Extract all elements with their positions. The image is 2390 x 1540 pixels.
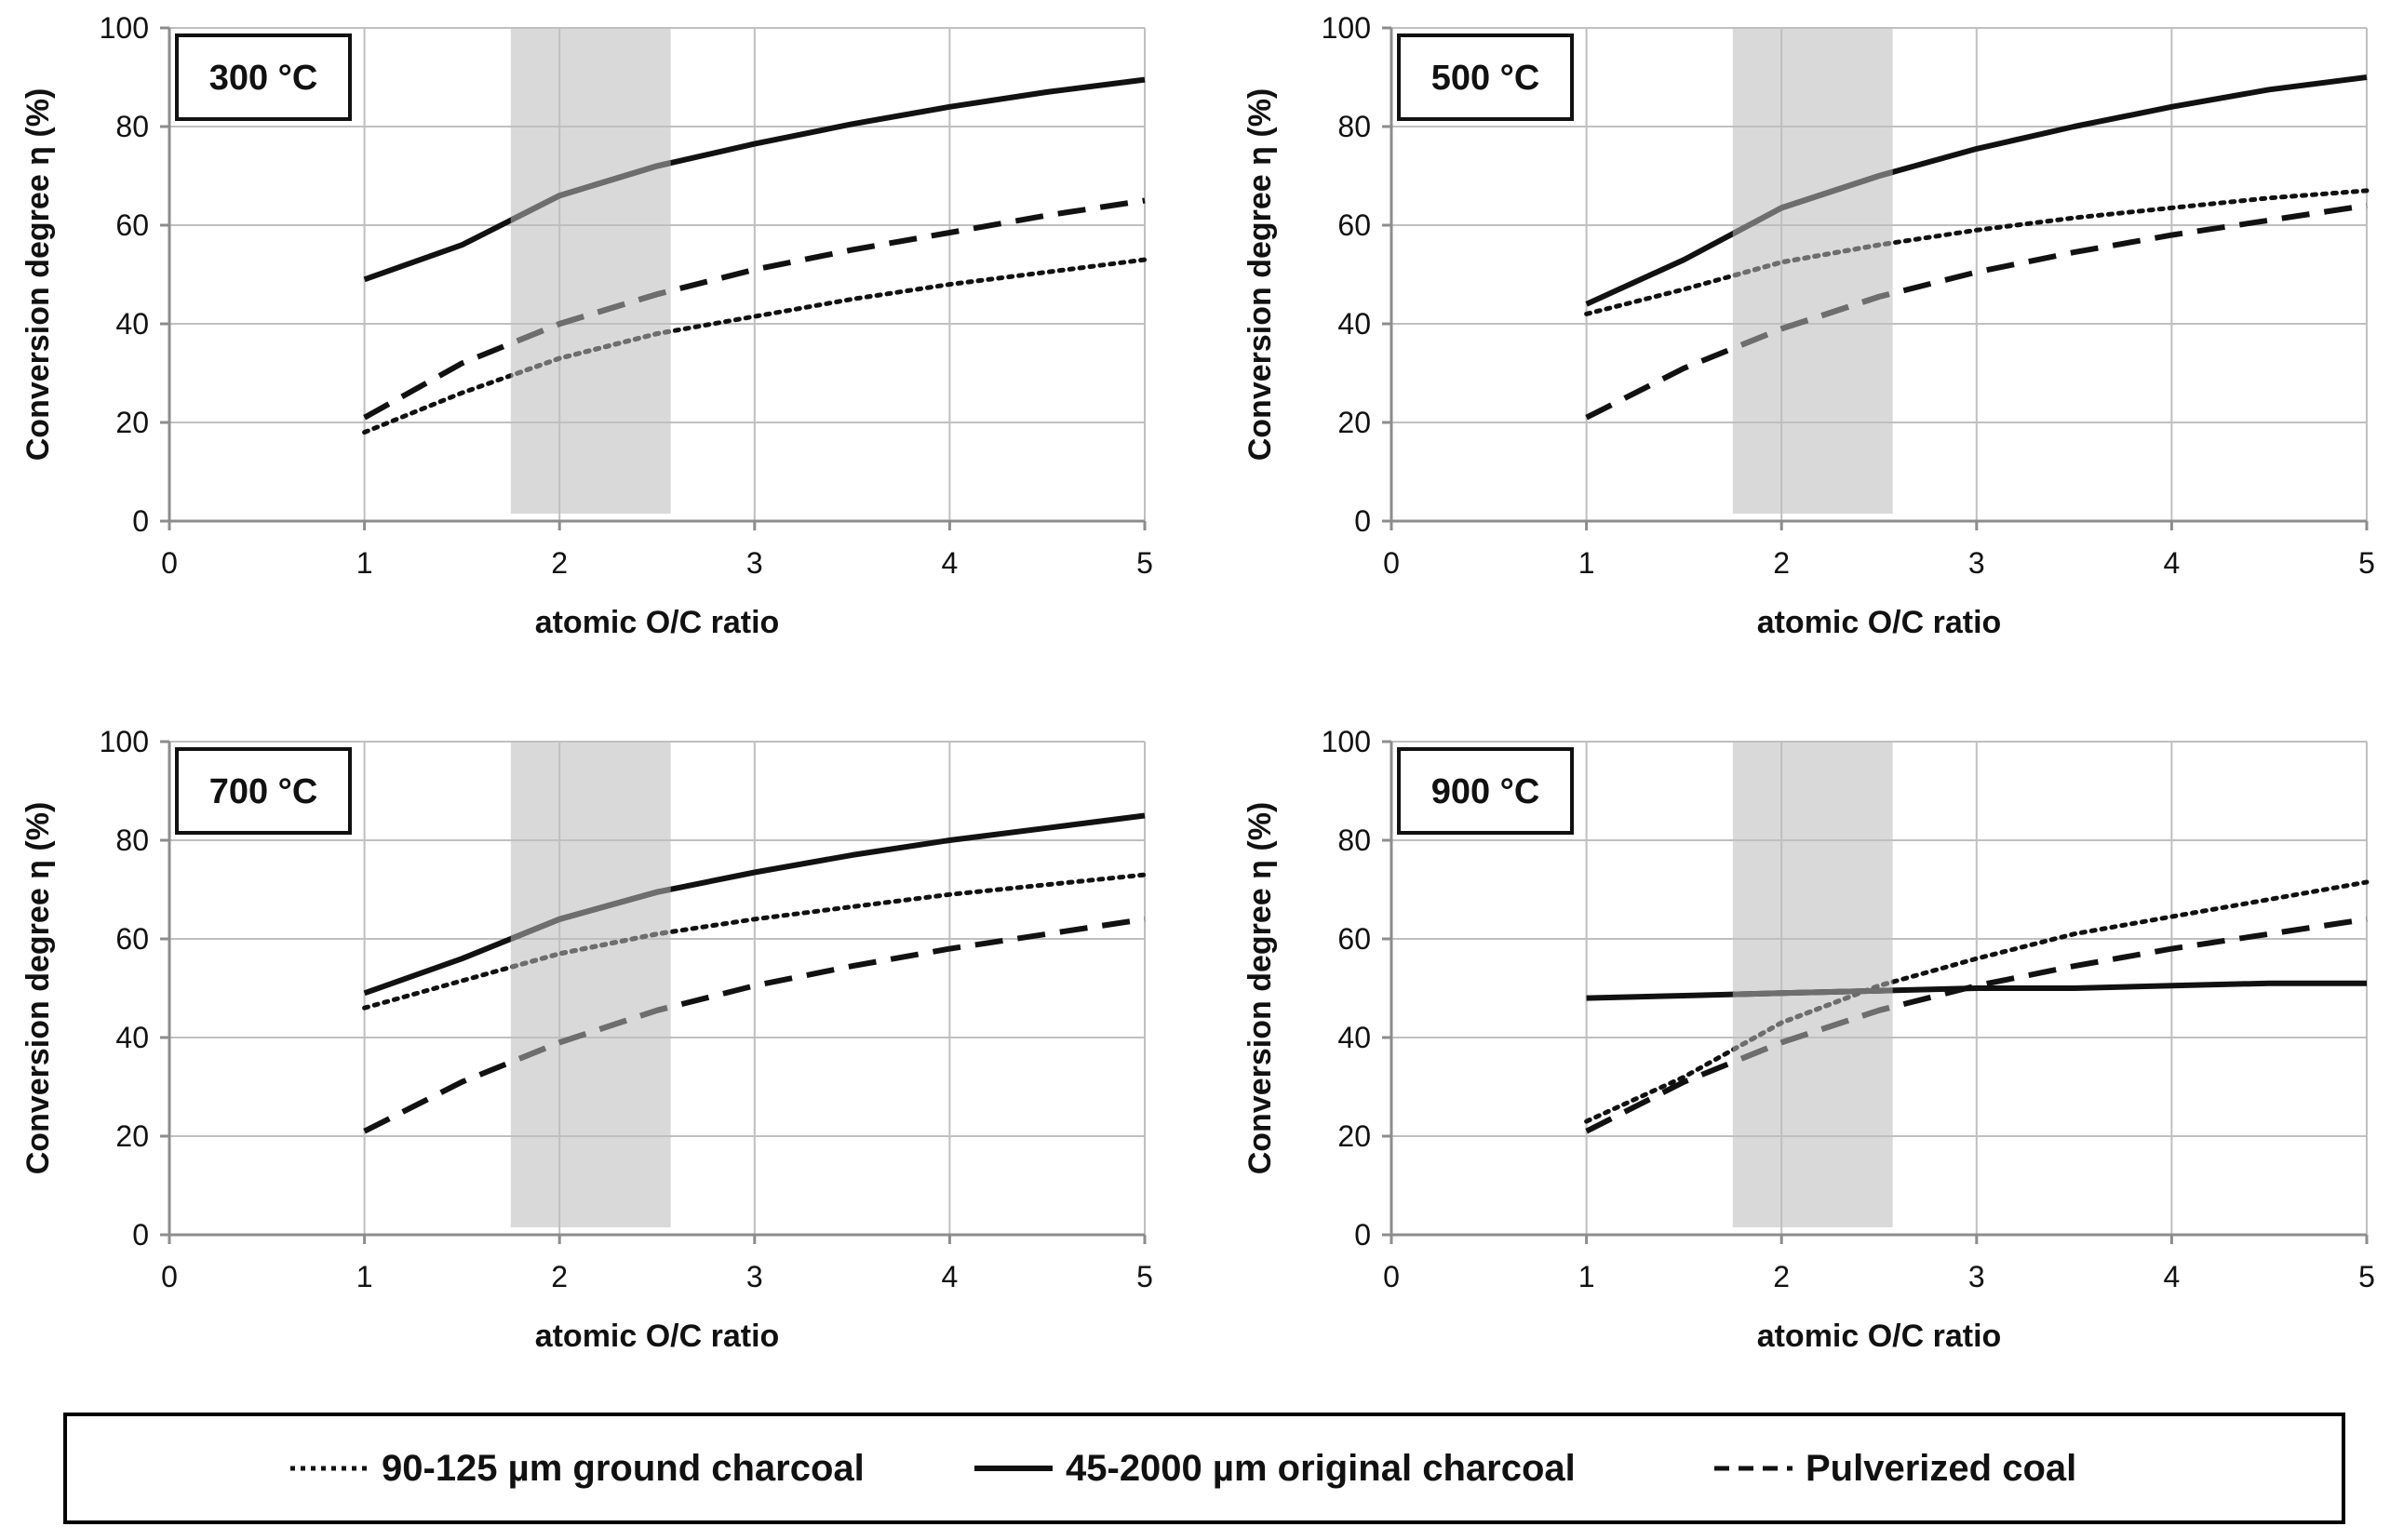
series-line-dotted [1584, 188, 2370, 316]
x-tick-label: 3 [746, 546, 763, 580]
shaded-region [510, 28, 671, 514]
y-tick-label: 100 [1322, 725, 1371, 758]
series-line-dashed [363, 916, 1146, 1134]
solid-line-swatch-icon [974, 1466, 1053, 1471]
x-tick-label: 3 [746, 1260, 763, 1293]
x-tick-label: 0 [161, 1260, 178, 1293]
x-tick-label: 4 [942, 546, 959, 580]
series-line-solid [1585, 74, 2368, 307]
x-tick-label: 4 [942, 1260, 959, 1293]
x-tick-label: 5 [2358, 1260, 2375, 1293]
chart-panel-1: 0 20 40 60 80 100 0 1 2 3 4 5 atomic O/C ratio Conver… [20, 11, 1153, 640]
x-tick-label: 1 [356, 546, 373, 580]
y-tick-label: 60 [1337, 922, 1371, 956]
y-axis-label: Conversion degree η (%) [20, 88, 56, 462]
x-axis-label: atomic O/C ratio [535, 605, 780, 640]
x-tick-label: 2 [551, 1260, 568, 1293]
x-tick-label: 1 [356, 1260, 373, 1293]
temperature-label-box [1397, 33, 1574, 121]
series-line-dotted [1584, 879, 2370, 1124]
y-tick-label: 20 [1337, 406, 1371, 439]
x-tick-label: 3 [1968, 546, 1985, 580]
temperature-label: 900 °C [1431, 772, 1540, 811]
x-tick-label: 4 [2164, 546, 2181, 580]
x-tick-label: 5 [1136, 1260, 1153, 1293]
x-tick-label: 0 [161, 546, 178, 580]
y-tick-label: 60 [115, 208, 149, 242]
y-tick-label: 20 [115, 1119, 149, 1153]
y-axis-label: Conversion degree η (%) [1242, 88, 1278, 462]
y-tick-label: 40 [115, 307, 149, 341]
x-tick-label: 2 [1773, 1260, 1790, 1293]
chart-panel-4: 0 20 40 60 80 100 0 1 2 3 4 5 atomic O/C ratio Conver… [1242, 725, 2375, 1354]
series-line-dotted [362, 872, 1148, 1011]
series-line-solid [363, 812, 1146, 997]
dashed-line-swatch-icon [1714, 1466, 1792, 1471]
y-tick-label: 0 [1354, 1218, 1371, 1252]
x-tick-label: 1 [1578, 1260, 1595, 1293]
x-tick-label: 0 [1383, 546, 1400, 580]
y-tick-label: 20 [1337, 1119, 1371, 1153]
chart-panel-2: 0 20 40 60 80 100 0 1 2 3 4 5 atomic O/C ratio Conver… [1242, 11, 2375, 640]
x-tick-label: 3 [1968, 1260, 1985, 1293]
x-tick-label: 2 [1773, 546, 1790, 580]
temperature-label-box [1397, 747, 1574, 835]
legend-label-ground-charcoal: 90-125 µm ground charcoal [382, 1447, 865, 1489]
y-tick-label: 80 [1337, 824, 1371, 857]
y-axis-label: Conversion degree η (%) [20, 802, 56, 1175]
y-tick-label: 0 [132, 1218, 149, 1252]
x-axis-label: atomic O/C ratio [535, 1319, 780, 1354]
chart-panel-3: 0 20 40 60 80 100 0 1 2 3 4 5 atomic O/C ratio Conver… [20, 725, 1153, 1354]
legend-label-original-charcoal: 45-2000 µm original charcoal [1066, 1447, 1576, 1489]
x-axis-label: atomic O/C ratio [1757, 1319, 2002, 1354]
temperature-label: 300 °C [209, 59, 318, 98]
x-tick-label: 5 [2358, 546, 2375, 580]
y-tick-label: 0 [132, 504, 149, 538]
y-tick-label: 80 [115, 824, 149, 857]
x-axis-label: atomic O/C ratio [1757, 605, 2002, 640]
y-tick-label: 100 [1322, 11, 1371, 45]
y-tick-label: 80 [1337, 110, 1371, 143]
x-tick-label: 4 [2164, 1260, 2181, 1293]
series-line-solid [1586, 980, 2367, 1001]
y-tick-label: 20 [115, 406, 149, 439]
temperature-label: 500 °C [1431, 59, 1540, 98]
y-tick-label: 60 [1337, 208, 1371, 242]
temperature-label-box [175, 33, 352, 121]
series-line-dashed [1585, 202, 2368, 421]
y-axis-label: Conversion degree η (%) [1242, 802, 1278, 1175]
temperature-label-box [175, 747, 352, 835]
legend-item-ground-charcoal: 90-125 µm ground charcoal [290, 1416, 865, 1520]
x-tick-label: 1 [1578, 546, 1595, 580]
shaded-region [1732, 28, 1893, 514]
y-tick-label: 60 [115, 922, 149, 956]
y-tick-label: 40 [1337, 1021, 1371, 1054]
y-tick-label: 80 [115, 110, 149, 143]
dotted-line-swatch-icon [290, 1466, 369, 1471]
y-tick-label: 40 [115, 1021, 149, 1054]
series-line-dotted [362, 257, 1148, 435]
legend: 90-125 µm ground charcoal 45-2000 µm ori… [63, 1413, 2345, 1524]
shaded-region [510, 742, 671, 1227]
x-tick-label: 5 [1136, 546, 1153, 580]
x-tick-label: 2 [551, 546, 568, 580]
y-tick-label: 100 [100, 11, 149, 45]
shaded-region [1732, 742, 1893, 1227]
series-line-dashed [363, 197, 1146, 421]
legend-item-pulverized-coal: Pulverized coal [1714, 1416, 2076, 1520]
y-tick-label: 40 [1337, 307, 1371, 341]
y-tick-label: 0 [1354, 504, 1371, 538]
y-tick-label: 100 [100, 725, 149, 758]
series-line-solid [363, 76, 1146, 283]
temperature-label: 700 °C [209, 772, 318, 811]
x-tick-label: 0 [1383, 1260, 1400, 1293]
series-line-dashed [1585, 916, 2368, 1134]
legend-label-pulverized-coal: Pulverized coal [1806, 1447, 2077, 1489]
legend-item-original-charcoal: 45-2000 µm original charcoal [974, 1416, 1576, 1520]
